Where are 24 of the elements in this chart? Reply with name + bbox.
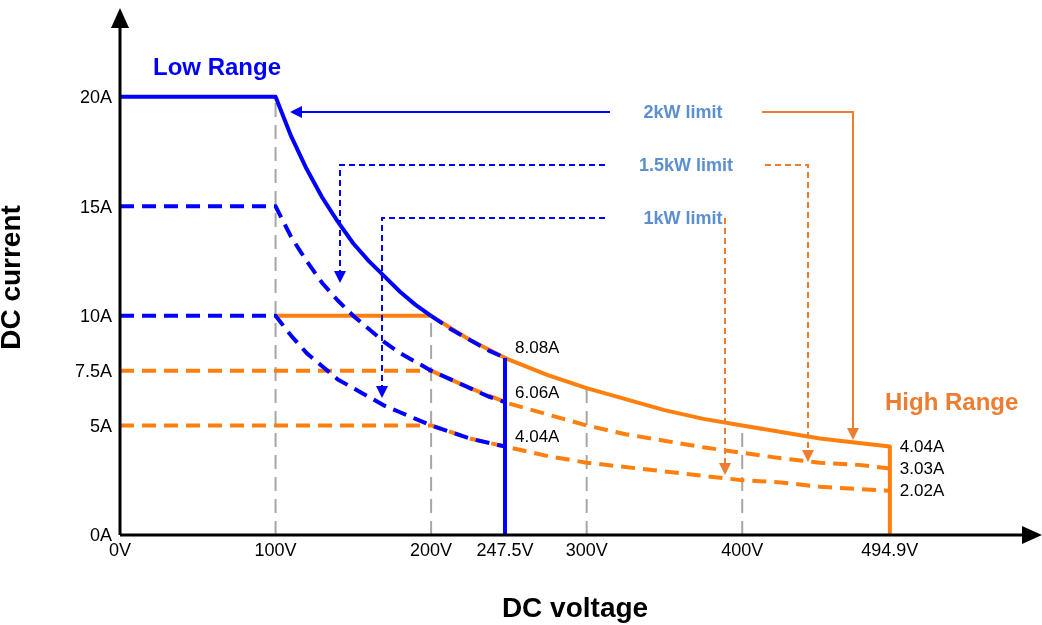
x-tick-label: 300V xyxy=(565,539,608,560)
annotation: Low Range xyxy=(153,52,282,80)
annotation: 1.5kW limit xyxy=(638,155,734,175)
y-tick-label: 20A xyxy=(79,87,112,108)
data-label: 3.03A xyxy=(899,459,945,479)
y-axis-title: DC current xyxy=(0,205,26,350)
y-tick-label: 5A xyxy=(89,415,112,436)
data-label: 6.06A xyxy=(515,382,561,402)
x-tick-label: 247.5V xyxy=(476,539,534,560)
annotation: 2kW limit xyxy=(643,102,723,122)
x-tick-label: 400V xyxy=(721,539,764,560)
x-tick-label: 100V xyxy=(254,539,297,560)
x-tick-label: 200V xyxy=(410,539,453,560)
data-label: 4.04A xyxy=(515,426,561,446)
x-axis-title: DC voltage xyxy=(501,592,649,623)
annotation: 1kW limit xyxy=(643,208,723,228)
y-tick-label: 7.5A xyxy=(74,361,112,382)
y-tick-label: 15A xyxy=(79,196,112,217)
x-tick-label: 494.9V xyxy=(861,539,919,560)
data-label: 8.08A xyxy=(515,338,561,358)
data-label: 2.02A xyxy=(899,481,945,501)
data-label: 4.04A xyxy=(899,436,945,456)
y-tick-label: 10A xyxy=(79,306,112,327)
annotation: High Range xyxy=(885,387,1019,415)
